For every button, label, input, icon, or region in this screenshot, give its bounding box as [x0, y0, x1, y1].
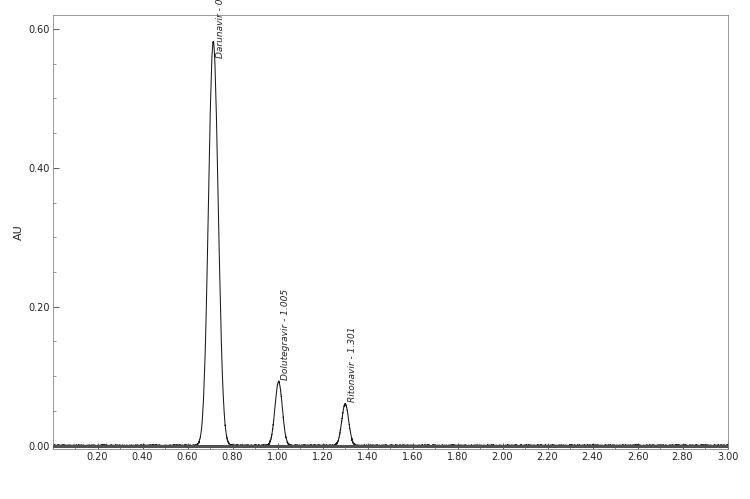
- Text: Dolutegravir - 1.005: Dolutegravir - 1.005: [281, 288, 290, 380]
- Text: Ritonavir - 1.301: Ritonavir - 1.301: [348, 326, 357, 402]
- Y-axis label: AU: AU: [14, 224, 24, 240]
- Text: Darunavir - 0.716: Darunavir - 0.716: [216, 0, 225, 58]
